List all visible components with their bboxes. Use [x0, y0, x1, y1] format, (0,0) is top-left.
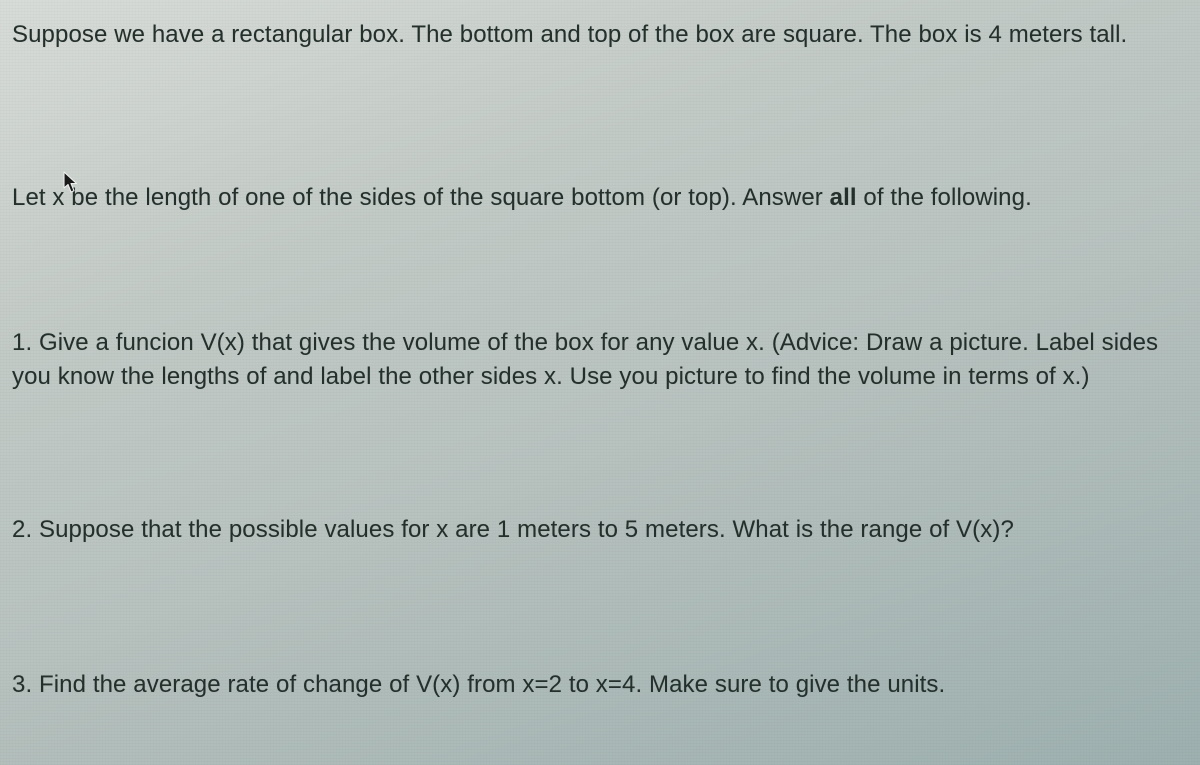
instruction-text-post: of the following.: [857, 184, 1032, 211]
instruction-bold-word: all: [830, 184, 857, 211]
instruction-text-pre: Let x be the length of one of the sides …: [12, 184, 830, 211]
question-2: 2. Suppose that the possible values for …: [12, 513, 1182, 548]
intro-paragraph: Suppose we have a rectangular box. The b…: [12, 18, 1182, 53]
instruction-paragraph: Let x be the length of one of the sides …: [12, 181, 1182, 216]
question-3: 3. Find the average rate of change of V(…: [12, 668, 1182, 703]
question-1: 1. Give a funcion V(x) that gives the vo…: [12, 326, 1182, 396]
